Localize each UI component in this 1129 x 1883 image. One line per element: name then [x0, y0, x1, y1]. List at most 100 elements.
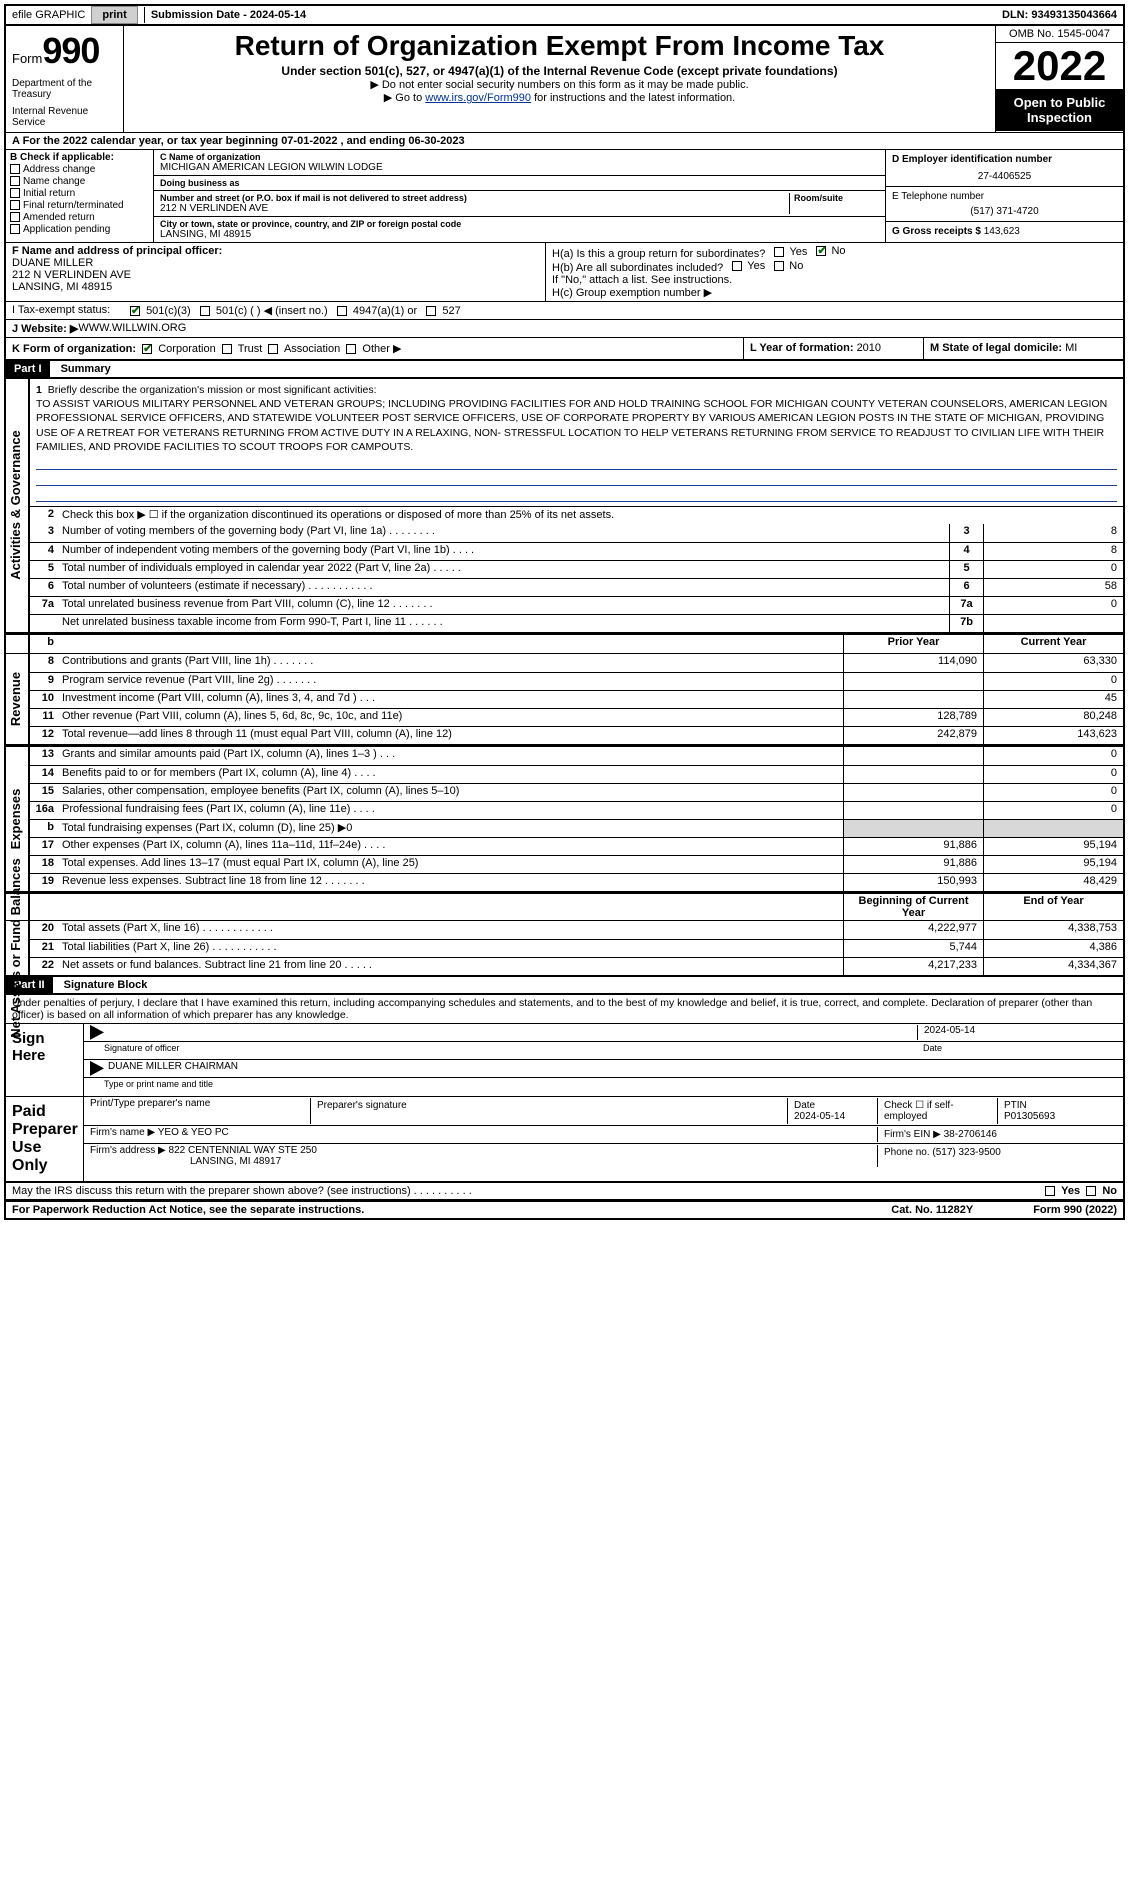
hc-row: H(c) Group exemption number ▶	[552, 286, 1117, 299]
pra-notice: For Paperwork Reduction Act Notice, see …	[12, 1204, 364, 1216]
summary-line-4: 4Number of independent voting members of…	[30, 542, 1123, 560]
h-box: H(a) Is this a group return for subordin…	[546, 243, 1123, 301]
officer-sig-labels: Signature of officer Date	[84, 1042, 1123, 1060]
expense-line-16a: 16aProfessional fundraising fees (Part I…	[30, 801, 1123, 819]
tax-status-label: I Tax-exempt status:	[6, 302, 124, 319]
summary-line-7a: 7aTotal unrelated business revenue from …	[30, 596, 1123, 614]
return-title: Return of Organization Exempt From Incom…	[130, 30, 989, 62]
summary-line-3: 3Number of voting members of the governi…	[30, 524, 1123, 542]
gross-cell: G Gross receipts $ 143,623	[886, 222, 1123, 241]
chk-final-return[interactable]: Final return/terminated	[10, 200, 149, 211]
chk-address-change[interactable]: Address change	[10, 164, 149, 175]
year-header-bar: b Prior Year Current Year	[6, 633, 1123, 654]
m-domicile: M State of legal domicile: MI	[923, 338, 1123, 359]
chk-trust[interactable]	[222, 344, 232, 354]
officer-name-title: DUANE MILLER CHAIRMAN	[104, 1061, 1117, 1076]
revenue-section: Revenue 8Contributions and grants (Part …	[6, 654, 1123, 745]
firm-name: YEO & YEO PC	[158, 1127, 229, 1138]
year-header: b Prior Year Current Year	[30, 635, 1123, 653]
officer-name: DUANE MILLER	[12, 257, 539, 269]
perjury-statement: Under penalties of perjury, I declare th…	[6, 995, 1123, 1024]
line1-label: Briefly describe the organization's miss…	[48, 384, 377, 396]
may-irs-no[interactable]	[1086, 1186, 1096, 1196]
firm-name-label: Firm's name ▶	[90, 1127, 158, 1138]
current-year-header: Current Year	[983, 635, 1123, 653]
hb-label: H(b) Are all subordinates included?	[552, 262, 723, 274]
may-irs-yes[interactable]	[1045, 1186, 1055, 1196]
room-label: Room/suite	[794, 193, 879, 203]
page-footer: For Paperwork Reduction Act Notice, see …	[6, 1201, 1123, 1218]
activities-governance: Activities & Governance 1 Briefly descri…	[6, 379, 1123, 633]
firm-phone-label: Phone no.	[884, 1147, 932, 1158]
line2-text: Check this box ▶ ☐ if the organization d…	[58, 507, 1123, 524]
ptin-value: P01305693	[1004, 1111, 1111, 1122]
revenue-line-10: 10Investment income (Part VIII, column (…	[30, 690, 1123, 708]
dln-label: DLN:	[1002, 9, 1031, 21]
form990-link[interactable]: www.irs.gov/Form990	[425, 92, 531, 104]
line1-mission: 1 Briefly describe the organization's mi…	[30, 379, 1123, 506]
expenses-section: Expenses 13Grants and similar amounts pa…	[6, 745, 1123, 892]
hb-yes[interactable]	[732, 261, 742, 271]
sig-arrow-icon-2	[90, 1061, 104, 1076]
chk-name-change[interactable]: Name change	[10, 176, 149, 187]
balance-line-21: 21Total liabilities (Part X, line 26) . …	[30, 939, 1123, 957]
chk-501c3[interactable]	[130, 306, 140, 316]
subtitle-1: Under section 501(c), 527, or 4947(a)(1)…	[130, 64, 989, 78]
officer-name-label-row: Type or print name and title	[84, 1078, 1123, 1096]
chk-amended-return[interactable]: Amended return	[10, 212, 149, 223]
chk-527[interactable]	[426, 306, 436, 316]
chk-4947[interactable]	[337, 306, 347, 316]
cat-number: Cat. No. 11282Y	[891, 1204, 973, 1216]
phone-label: E Telephone number	[892, 191, 1117, 202]
goto-post: for instructions and the latest informat…	[531, 92, 735, 104]
preparer-row1: Print/Type preparer's name Preparer's si…	[84, 1097, 1123, 1126]
street: 212 N VERLINDEN AVE	[160, 203, 789, 214]
dept-irs: Internal Revenue Service	[12, 106, 117, 128]
balance-line-22: 22Net assets or fund balances. Subtract …	[30, 957, 1123, 975]
dba-cell: Doing business as	[154, 176, 885, 191]
date-label: Date	[917, 1043, 1117, 1058]
prior-year-header: Prior Year	[843, 635, 983, 653]
ha-no[interactable]	[816, 246, 826, 256]
l-year: L Year of formation: 2010	[743, 338, 923, 359]
preparer-date-label: Date	[794, 1100, 871, 1111]
gross-label: G Gross receipts $	[892, 226, 984, 237]
submission-date-value: 2024-05-14	[250, 9, 306, 21]
dba-label: Doing business as	[160, 178, 879, 188]
print-button[interactable]: print	[91, 6, 137, 24]
chk-other[interactable]	[346, 344, 356, 354]
expense-line-15: 15Salaries, other compensation, employee…	[30, 783, 1123, 801]
may-irs-row: May the IRS discuss this return with the…	[6, 1182, 1123, 1201]
officer-addr1: 212 N VERLINDEN AVE	[12, 269, 539, 281]
year-box: OMB No. 1545-0047 2022 Open to Public In…	[995, 26, 1123, 132]
omb-number: OMB No. 1545-0047	[996, 26, 1123, 43]
netassets-section: Net Assets or Fund Balances 20Total asse…	[6, 921, 1123, 977]
hb-no[interactable]	[774, 261, 784, 271]
ha-row: H(a) Is this a group return for subordin…	[552, 245, 1117, 260]
part1-header: Part I Summary	[6, 361, 1123, 379]
row-j-website: J Website: ▶ WWW.WILLWIN.ORG	[6, 320, 1123, 338]
city: LANSING, MI 48915	[160, 229, 879, 240]
side-revenue: Revenue	[6, 654, 30, 744]
begin-year-header: Beginning of Current Year	[843, 894, 983, 920]
form-word: Form	[12, 51, 42, 66]
revenue-line-9: 9Program service revenue (Part VIII, lin…	[30, 672, 1123, 690]
form-number: 990	[42, 30, 99, 71]
org-name-label: C Name of organization	[160, 152, 879, 162]
chk-corp[interactable]	[142, 344, 152, 354]
officer-addr2: LANSING, MI 48915	[12, 281, 539, 293]
form-990-page: efile GRAPHIC print Submission Date - 20…	[4, 4, 1125, 1220]
chk-501c[interactable]	[200, 306, 210, 316]
summary-line-7b: Net unrelated business taxable income fr…	[30, 614, 1123, 632]
chk-assoc[interactable]	[268, 344, 278, 354]
ha-yes[interactable]	[774, 247, 784, 257]
firm-city: LANSING, MI 48917	[90, 1156, 281, 1167]
website-label: J Website: ▶	[12, 322, 78, 335]
chk-application-pending[interactable]: Application pending	[10, 224, 149, 235]
goto-pre: ▶ Go to	[384, 92, 425, 104]
paid-preparer-label: Paid Preparer Use Only	[6, 1097, 84, 1181]
subtitle-3: ▶ Go to www.irs.gov/Form990 for instruct…	[130, 91, 989, 104]
chk-initial-return[interactable]: Initial return	[10, 188, 149, 199]
firm-addr-label: Firm's address ▶	[90, 1145, 169, 1156]
form-number-box: Form990 Department of the Treasury Inter…	[6, 26, 124, 132]
